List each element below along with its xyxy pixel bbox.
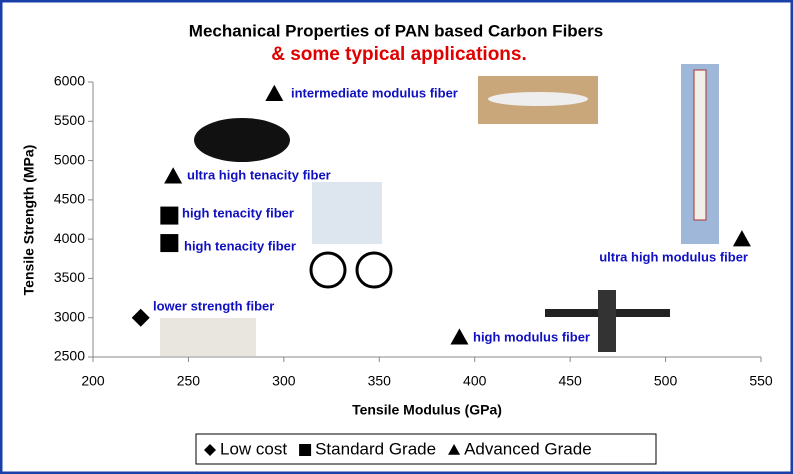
legend — [195, 433, 657, 465]
tank — [194, 118, 290, 162]
x-tick-label: 350 — [368, 373, 392, 389]
x-axis-label: Tensile Modulus (GPa) — [352, 402, 502, 418]
point — [160, 234, 179, 253]
y-tick-label: 6000 — [54, 73, 85, 89]
y-tick-label: 3500 — [54, 269, 85, 285]
legend-label: Low cost — [220, 439, 287, 458]
x-tick-label: 400 — [463, 373, 487, 389]
legend-label: Standard Grade — [315, 439, 436, 458]
y-tick-label: 2500 — [54, 348, 85, 364]
bike-wheel — [355, 251, 393, 289]
legend-marker — [299, 444, 312, 456]
x-tick-label: 300 — [272, 373, 296, 389]
x-tick-label: 200 — [81, 373, 105, 389]
annotation: high tenacity fiber — [182, 205, 294, 220]
bike-wheel — [309, 251, 347, 289]
x-tick-label: 550 — [749, 373, 773, 389]
legend-marker — [204, 444, 216, 456]
y-tick-label: 4000 — [54, 230, 85, 246]
x-tick-label: 450 — [558, 373, 582, 389]
wind-turbine-photo — [312, 182, 382, 244]
point — [450, 328, 469, 345]
annotation: intermediate modulus fiber — [291, 85, 458, 100]
chart-title: Mechanical Properties of PAN based Carbo… — [189, 21, 603, 40]
legend-label: Advanced Grade — [464, 439, 592, 458]
annotation: ultra high tenacity fiber — [187, 167, 331, 182]
rocket — [693, 69, 707, 221]
chart-subtitle: & some typical applications. — [271, 44, 527, 65]
legend-marker — [448, 444, 461, 455]
point — [164, 167, 183, 184]
point — [131, 308, 150, 327]
annotation: high modulus fiber — [473, 329, 590, 344]
annotation: high tenacity fiber — [184, 238, 296, 253]
y-axis-label: Tensile Strength (MPa) — [21, 145, 37, 296]
y-tick-label: 5500 — [54, 112, 85, 128]
annotation: lower strength fiber — [153, 298, 274, 313]
person — [598, 290, 616, 352]
point — [160, 206, 179, 225]
y-tick-label: 4500 — [54, 191, 85, 207]
y-tick-label: 5000 — [54, 151, 85, 167]
annotation: ultra high modulus fiber — [599, 249, 748, 264]
y-tick-label: 3000 — [54, 308, 85, 324]
racket-photo — [160, 318, 256, 356]
x-tick-label: 500 — [654, 373, 678, 389]
pictures — [160, 64, 719, 356]
airplane — [488, 92, 588, 106]
x-tick-label: 250 — [177, 373, 201, 389]
point — [732, 230, 751, 247]
point — [265, 84, 284, 101]
